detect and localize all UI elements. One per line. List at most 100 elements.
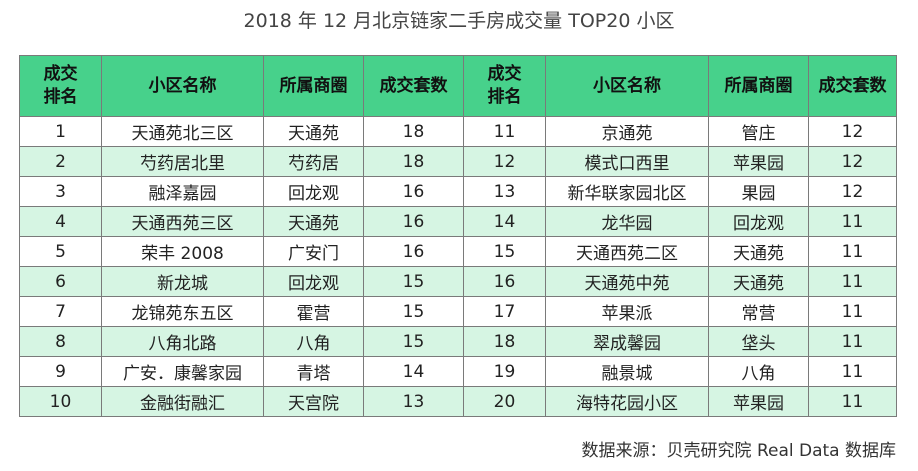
rank-cell: 6 xyxy=(19,266,102,297)
rank-cell: 20 xyxy=(463,386,546,417)
table-row: 10 金融街融汇 天宫院 13 20 海特花园小区 苹果园 11 xyxy=(19,386,897,417)
header-name-2: 小区名称 xyxy=(545,55,709,117)
business-area-cell: 回龙观 xyxy=(263,176,364,207)
header-area: 所属商圈 xyxy=(263,55,364,117)
rank-cell: 12 xyxy=(463,146,546,177)
business-area-cell: 八角 xyxy=(708,356,809,387)
rank-cell: 5 xyxy=(19,236,102,267)
table-row: 5 荣丰 2008 广安门 16 15 天通西苑二区 天通苑 11 xyxy=(19,236,897,267)
deal-count-cell: 11 xyxy=(808,206,897,237)
business-area-cell: 回龙观 xyxy=(263,266,364,297)
table-row: 8 八角北路 八角 15 18 翠成馨园 垡头 11 xyxy=(19,326,897,357)
rank-cell: 11 xyxy=(463,116,546,147)
business-area-cell: 管庄 xyxy=(708,116,809,147)
rank-cell: 14 xyxy=(463,206,546,237)
deal-count-cell: 16 xyxy=(363,236,464,267)
header-area-2: 所属商圈 xyxy=(708,55,809,117)
community-name-cell: 新华联家园北区 xyxy=(545,176,709,207)
community-name-cell: 八角北路 xyxy=(101,326,264,357)
deal-count-cell: 11 xyxy=(808,386,897,417)
page-title: 2018 年 12 月北京链家二手房成交量 TOP20 小区 xyxy=(243,10,675,32)
deal-count-cell: 15 xyxy=(363,296,464,327)
business-area-cell: 回龙观 xyxy=(708,206,809,237)
community-name-cell: 天通西苑二区 xyxy=(545,236,709,267)
community-name-cell: 芍药居北里 xyxy=(101,146,264,177)
table-row: 9 广安．康馨家园 青塔 14 19 融景城 八角 11 xyxy=(19,356,897,387)
deal-count-cell: 14 xyxy=(363,356,464,387)
rank-cell: 2 xyxy=(19,146,102,177)
table-header-row: 成交排名 小区名称 所属商圈 成交套数 成交排名 小区名称 所属商圈 成交套数 xyxy=(19,55,897,117)
rank-cell: 4 xyxy=(19,206,102,237)
business-area-cell: 天通苑 xyxy=(708,236,809,267)
community-name-cell: 天通西苑三区 xyxy=(101,206,264,237)
header-name: 小区名称 xyxy=(101,55,264,117)
rank-cell: 7 xyxy=(19,296,102,327)
header-count: 成交套数 xyxy=(363,55,464,117)
header-count-2: 成交套数 xyxy=(808,55,897,117)
deal-count-cell: 12 xyxy=(808,146,897,177)
community-name-cell: 广安．康馨家园 xyxy=(101,356,264,387)
community-name-cell: 金融街融汇 xyxy=(101,386,264,417)
header-rank-2-line2: 排名 xyxy=(487,87,522,107)
deal-count-cell: 11 xyxy=(808,296,897,327)
deal-count-cell: 12 xyxy=(808,176,897,207)
business-area-cell: 天通苑 xyxy=(708,266,809,297)
deal-count-cell: 15 xyxy=(363,326,464,357)
rank-cell: 1 xyxy=(19,116,102,147)
deal-count-cell: 18 xyxy=(363,116,464,147)
community-name-cell: 融泽嘉园 xyxy=(101,176,264,207)
table-row: 1 天通苑北三区 天通苑 18 11 京通苑 管庄 12 xyxy=(19,116,897,147)
business-area-cell: 八角 xyxy=(263,326,364,357)
deal-count-cell: 18 xyxy=(363,146,464,177)
business-area-cell: 垡头 xyxy=(708,326,809,357)
deal-count-cell: 11 xyxy=(808,266,897,297)
header-rank-2-line1: 成交 xyxy=(487,64,522,84)
deal-count-cell: 15 xyxy=(363,266,464,297)
community-name-cell: 天通苑北三区 xyxy=(101,116,264,147)
community-name-cell: 龙华园 xyxy=(545,206,709,237)
header-rank-2: 成交 排名 xyxy=(463,55,546,117)
data-source-note: 数据来源：贝壳研究院 Real Data 数据库 xyxy=(581,441,896,461)
table-row: 6 新龙城 回龙观 15 16 天通苑中苑 天通苑 11 xyxy=(19,266,897,297)
community-name-cell: 京通苑 xyxy=(545,116,709,147)
table-row: 7 龙锦苑东五区 霍营 15 17 苹果派 常营 11 xyxy=(19,296,897,327)
community-name-cell: 新龙城 xyxy=(101,266,264,297)
rank-cell: 17 xyxy=(463,296,546,327)
table-row: 2 芍药居北里 芍药居 18 12 模式口西里 苹果园 12 xyxy=(19,146,897,177)
community-name-cell: 天通苑中苑 xyxy=(545,266,709,297)
header-rank: 成交 排名 xyxy=(19,55,102,117)
deal-count-cell: 11 xyxy=(808,236,897,267)
community-name-cell: 模式口西里 xyxy=(545,146,709,177)
business-area-cell: 苹果园 xyxy=(708,146,809,177)
business-area-cell: 青塔 xyxy=(263,356,364,387)
business-area-cell: 苹果园 xyxy=(708,386,809,417)
business-area-cell: 天通苑 xyxy=(263,206,364,237)
rank-cell: 19 xyxy=(463,356,546,387)
community-name-cell: 苹果派 xyxy=(545,296,709,327)
business-area-cell: 常营 xyxy=(708,296,809,327)
ranking-table: 成交排名 小区名称 所属商圈 成交套数 成交排名 小区名称 所属商圈 成交套数 … xyxy=(19,55,897,417)
rank-cell: 15 xyxy=(463,236,546,267)
rank-cell: 8 xyxy=(19,326,102,357)
rank-cell: 9 xyxy=(19,356,102,387)
business-area-cell: 果园 xyxy=(708,176,809,207)
rank-cell: 10 xyxy=(19,386,102,417)
business-area-cell: 天通苑 xyxy=(263,116,364,147)
rank-cell: 3 xyxy=(19,176,102,207)
deal-count-cell: 11 xyxy=(808,326,897,357)
deal-count-cell: 16 xyxy=(363,176,464,207)
deal-count-cell: 13 xyxy=(363,386,464,417)
table-row: 3 融泽嘉园 回龙观 16 13 新华联家园北区 果园 12 xyxy=(19,176,897,207)
header-rank-line1: 成交 xyxy=(43,64,78,84)
business-area-cell: 天宫院 xyxy=(263,386,364,417)
header-rank-line2: 排名 xyxy=(43,87,78,107)
deal-count-cell: 12 xyxy=(808,116,897,147)
business-area-cell: 霍营 xyxy=(263,296,364,327)
community-name-cell: 海特花园小区 xyxy=(545,386,709,417)
business-area-cell: 广安门 xyxy=(263,236,364,267)
rank-cell: 18 xyxy=(463,326,546,357)
table-row: 4 天通西苑三区 天通苑 16 14 龙华园 回龙观 11 xyxy=(19,206,897,237)
deal-count-cell: 16 xyxy=(363,206,464,237)
community-name-cell: 融景城 xyxy=(545,356,709,387)
community-name-cell: 翠成馨园 xyxy=(545,326,709,357)
